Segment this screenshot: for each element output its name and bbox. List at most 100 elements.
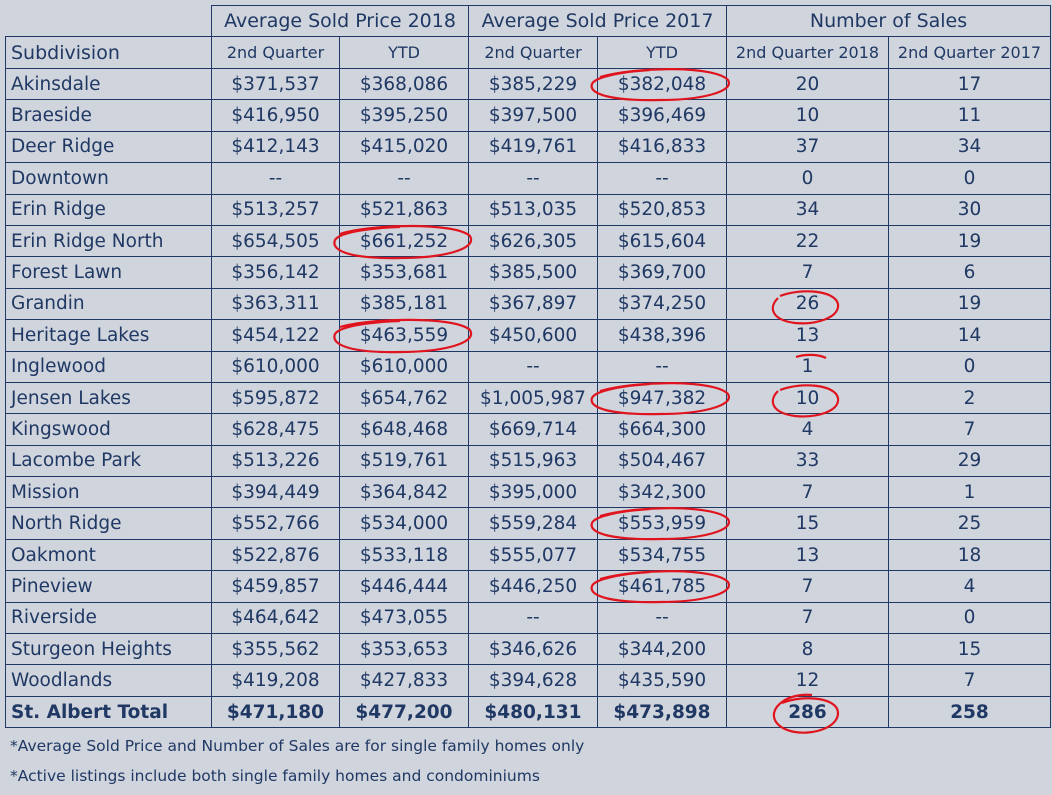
cell-ytd-2017: $534,755 bbox=[597, 538, 727, 572]
total-cell-q2-2018: $471,180 bbox=[211, 695, 340, 729]
cell-sales-2017: 7 bbox=[887, 413, 1052, 446]
table-row: Grandin $363,311 $385,181 $367,897 $374,250 2… bbox=[5, 287, 1052, 321]
cell-ytd-2017: $520,853 bbox=[597, 193, 727, 226]
cell-sales-2017: 14 bbox=[887, 319, 1052, 352]
cell-sales-2018: 1 bbox=[726, 350, 889, 383]
cell-sales-2017: 0 bbox=[887, 601, 1052, 635]
table-row: Mission $394,449 $364,842 $395,000 $342,300 7… bbox=[5, 476, 1052, 509]
cell-ytd-2018: $353,653 bbox=[339, 633, 469, 666]
cell-ytd-2018: $395,250 bbox=[339, 99, 469, 132]
cell-sales-2018: 20 bbox=[726, 67, 889, 101]
cell-ytd-2018: -- bbox=[339, 162, 469, 195]
cell-sales-2017: 7 bbox=[887, 664, 1052, 697]
table-row: Lacombe Park $513,226 $519,761 $515,963 $504… bbox=[5, 444, 1052, 478]
cell-ytd-2018: $473,055 bbox=[339, 601, 469, 635]
cell-ytd-2017: -- bbox=[597, 162, 727, 195]
cell-sales-2017: 1 bbox=[887, 476, 1052, 509]
cell-subdivision: Erin Ridge North bbox=[5, 224, 212, 258]
cell-q2-2018: $610,000 bbox=[211, 350, 340, 383]
table-row: Riverside $464,642 $473,055 -- -- 7 0 bbox=[5, 601, 1052, 635]
cell-q2-2017: $394,628 bbox=[468, 664, 598, 697]
cell-ytd-2017: $344,200 bbox=[597, 633, 727, 666]
cell-sales-2018: 15 bbox=[726, 507, 889, 540]
cell-q2-2018: $513,257 bbox=[211, 193, 340, 226]
table-body: Akinsdale $371,537 $368,086 $385,229 $382,04… bbox=[5, 67, 1052, 729]
cell-sales-2017: 29 bbox=[887, 444, 1052, 478]
cell-ytd-2017: $435,590 bbox=[597, 664, 727, 697]
cell-subdivision: Sturgeon Heights bbox=[5, 633, 212, 666]
cell-q2-2017: $419,761 bbox=[468, 130, 598, 164]
cell-sales-2017: 11 bbox=[887, 99, 1052, 132]
table-row: Jensen Lakes $595,872 $654,762 $1,005,987 $9… bbox=[5, 381, 1052, 415]
table-row: Heritage Lakes $454,122 $463,559 $450,600 $4… bbox=[5, 319, 1052, 352]
cell-ytd-2018: $368,086 bbox=[339, 67, 469, 101]
cell-ytd-2018: $533,118 bbox=[339, 538, 469, 572]
total-cell-ytd-2018: $477,200 bbox=[339, 695, 469, 729]
cell-q2-2018: $416,950 bbox=[211, 99, 340, 132]
cell-sales-2017: 0 bbox=[887, 162, 1052, 195]
table-row: Inglewood $610,000 $610,000 -- -- 1 0 bbox=[5, 350, 1052, 383]
cell-sales-2017: 4 bbox=[887, 570, 1052, 603]
cell-subdivision: Woodlands bbox=[5, 664, 212, 697]
group-header-sales: Number of Sales bbox=[725, 5, 1052, 37]
cell-q2-2018: $412,143 bbox=[211, 130, 340, 164]
sales-table: Average Sold Price 2018 Average Sold Pri… bbox=[5, 5, 1052, 729]
cell-q2-2018: $654,505 bbox=[211, 224, 340, 258]
cell-ytd-2018: $661,252 bbox=[339, 224, 469, 258]
cell-ytd-2018: $519,761 bbox=[339, 444, 469, 478]
cell-sales-2017: 0 bbox=[887, 350, 1052, 383]
cell-sales-2018: 7 bbox=[726, 601, 889, 635]
cell-sales-2017: 18 bbox=[887, 538, 1052, 572]
corner-cell bbox=[5, 5, 212, 37]
table-row: Forest Lawn $356,142 $353,681 $385,500 $369,… bbox=[5, 256, 1052, 289]
cell-q2-2018: $464,642 bbox=[211, 601, 340, 635]
cell-ytd-2017: $416,833 bbox=[597, 130, 727, 164]
cell-subdivision: Pineview bbox=[5, 570, 212, 603]
column-header-ytd-2017: YTD bbox=[597, 36, 727, 69]
cell-subdivision: Akinsdale bbox=[5, 67, 212, 101]
cell-subdivision: Lacombe Park bbox=[5, 444, 212, 478]
cell-sales-2018: 12 bbox=[726, 664, 889, 697]
cell-q2-2018: $628,475 bbox=[211, 413, 340, 446]
cell-sales-2017: 25 bbox=[887, 507, 1052, 540]
cell-ytd-2017: $396,469 bbox=[597, 99, 727, 132]
cell-subdivision: Grandin bbox=[5, 287, 212, 321]
cell-subdivision: Inglewood bbox=[5, 350, 212, 383]
cell-subdivision: Forest Lawn bbox=[5, 256, 212, 289]
cell-ytd-2018: $610,000 bbox=[339, 350, 469, 383]
cell-ytd-2017: -- bbox=[597, 601, 727, 635]
cell-q2-2017: $559,284 bbox=[468, 507, 598, 540]
cell-ytd-2017: $504,467 bbox=[597, 444, 727, 478]
cell-ytd-2018: $534,000 bbox=[339, 507, 469, 540]
cell-sales-2018: 34 bbox=[726, 193, 889, 226]
cell-ytd-2017: $342,300 bbox=[597, 476, 727, 509]
total-cell-sales-2017: 258 bbox=[887, 695, 1052, 729]
cell-sales-2017: 34 bbox=[887, 130, 1052, 164]
table-row: Kingswood $628,475 $648,468 $669,714 $664,30… bbox=[5, 413, 1052, 446]
cell-sales-2017: 30 bbox=[887, 193, 1052, 226]
cell-q2-2017: $446,250 bbox=[468, 570, 598, 603]
cell-subdivision: Deer Ridge bbox=[5, 130, 212, 164]
cell-q2-2017: $626,305 bbox=[468, 224, 598, 258]
cell-q2-2018: $513,226 bbox=[211, 444, 340, 478]
cell-ytd-2018: $446,444 bbox=[339, 570, 469, 603]
cell-sales-2018: 7 bbox=[726, 256, 889, 289]
table-row: Downtown -- -- -- -- 0 0 bbox=[5, 162, 1052, 195]
cell-q2-2018: $356,142 bbox=[211, 256, 340, 289]
footnote-listings: *Active listings include both single fam… bbox=[10, 767, 540, 785]
total-cell-subdivision: St. Albert Total bbox=[5, 695, 212, 729]
cell-ytd-2017: $947,382 bbox=[597, 381, 727, 415]
cell-ytd-2018: $353,681 bbox=[339, 256, 469, 289]
table-row: Erin Ridge North $654,505 $661,252 $626,305… bbox=[5, 224, 1052, 258]
column-header-subdivision: Subdivision bbox=[5, 36, 212, 69]
cell-ytd-2017: $369,700 bbox=[597, 256, 727, 289]
cell-sales-2017: 17 bbox=[887, 67, 1052, 101]
cell-ytd-2017: $461,785 bbox=[597, 570, 727, 603]
cell-q2-2017: $346,626 bbox=[468, 633, 598, 666]
column-header-sales-2017: 2nd Quarter 2017 bbox=[887, 36, 1052, 69]
cell-q2-2017: -- bbox=[468, 601, 598, 635]
table-row: Deer Ridge $412,143 $415,020 $419,761 $416,8… bbox=[5, 130, 1052, 164]
table-row: Sturgeon Heights $355,562 $353,653 $346,626… bbox=[5, 633, 1052, 666]
cell-sales-2018: 13 bbox=[726, 319, 889, 352]
